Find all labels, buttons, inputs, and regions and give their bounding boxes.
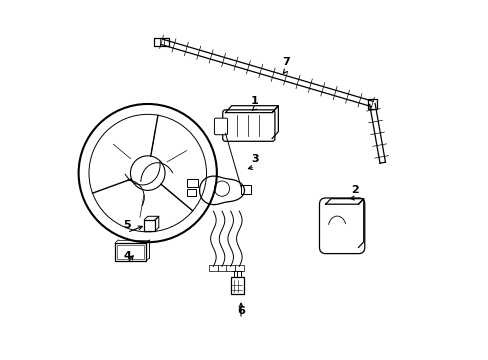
FancyBboxPatch shape	[226, 265, 235, 271]
FancyBboxPatch shape	[319, 198, 364, 253]
Text: 4: 4	[123, 251, 131, 261]
FancyBboxPatch shape	[241, 185, 251, 194]
Text: 2: 2	[350, 185, 358, 195]
FancyBboxPatch shape	[117, 245, 144, 260]
Text: 6: 6	[237, 306, 244, 316]
Text: 1: 1	[250, 95, 258, 105]
FancyBboxPatch shape	[230, 278, 244, 294]
FancyBboxPatch shape	[222, 110, 274, 141]
Text: 7: 7	[282, 58, 289, 67]
FancyBboxPatch shape	[153, 38, 169, 46]
FancyBboxPatch shape	[187, 179, 198, 187]
FancyBboxPatch shape	[234, 265, 244, 271]
FancyBboxPatch shape	[367, 99, 376, 109]
FancyBboxPatch shape	[115, 243, 146, 261]
FancyBboxPatch shape	[187, 189, 196, 195]
FancyBboxPatch shape	[144, 220, 155, 231]
Text: 3: 3	[250, 154, 258, 164]
Text: 5: 5	[123, 220, 131, 230]
FancyBboxPatch shape	[208, 265, 218, 271]
FancyBboxPatch shape	[217, 265, 226, 271]
FancyBboxPatch shape	[214, 118, 227, 135]
